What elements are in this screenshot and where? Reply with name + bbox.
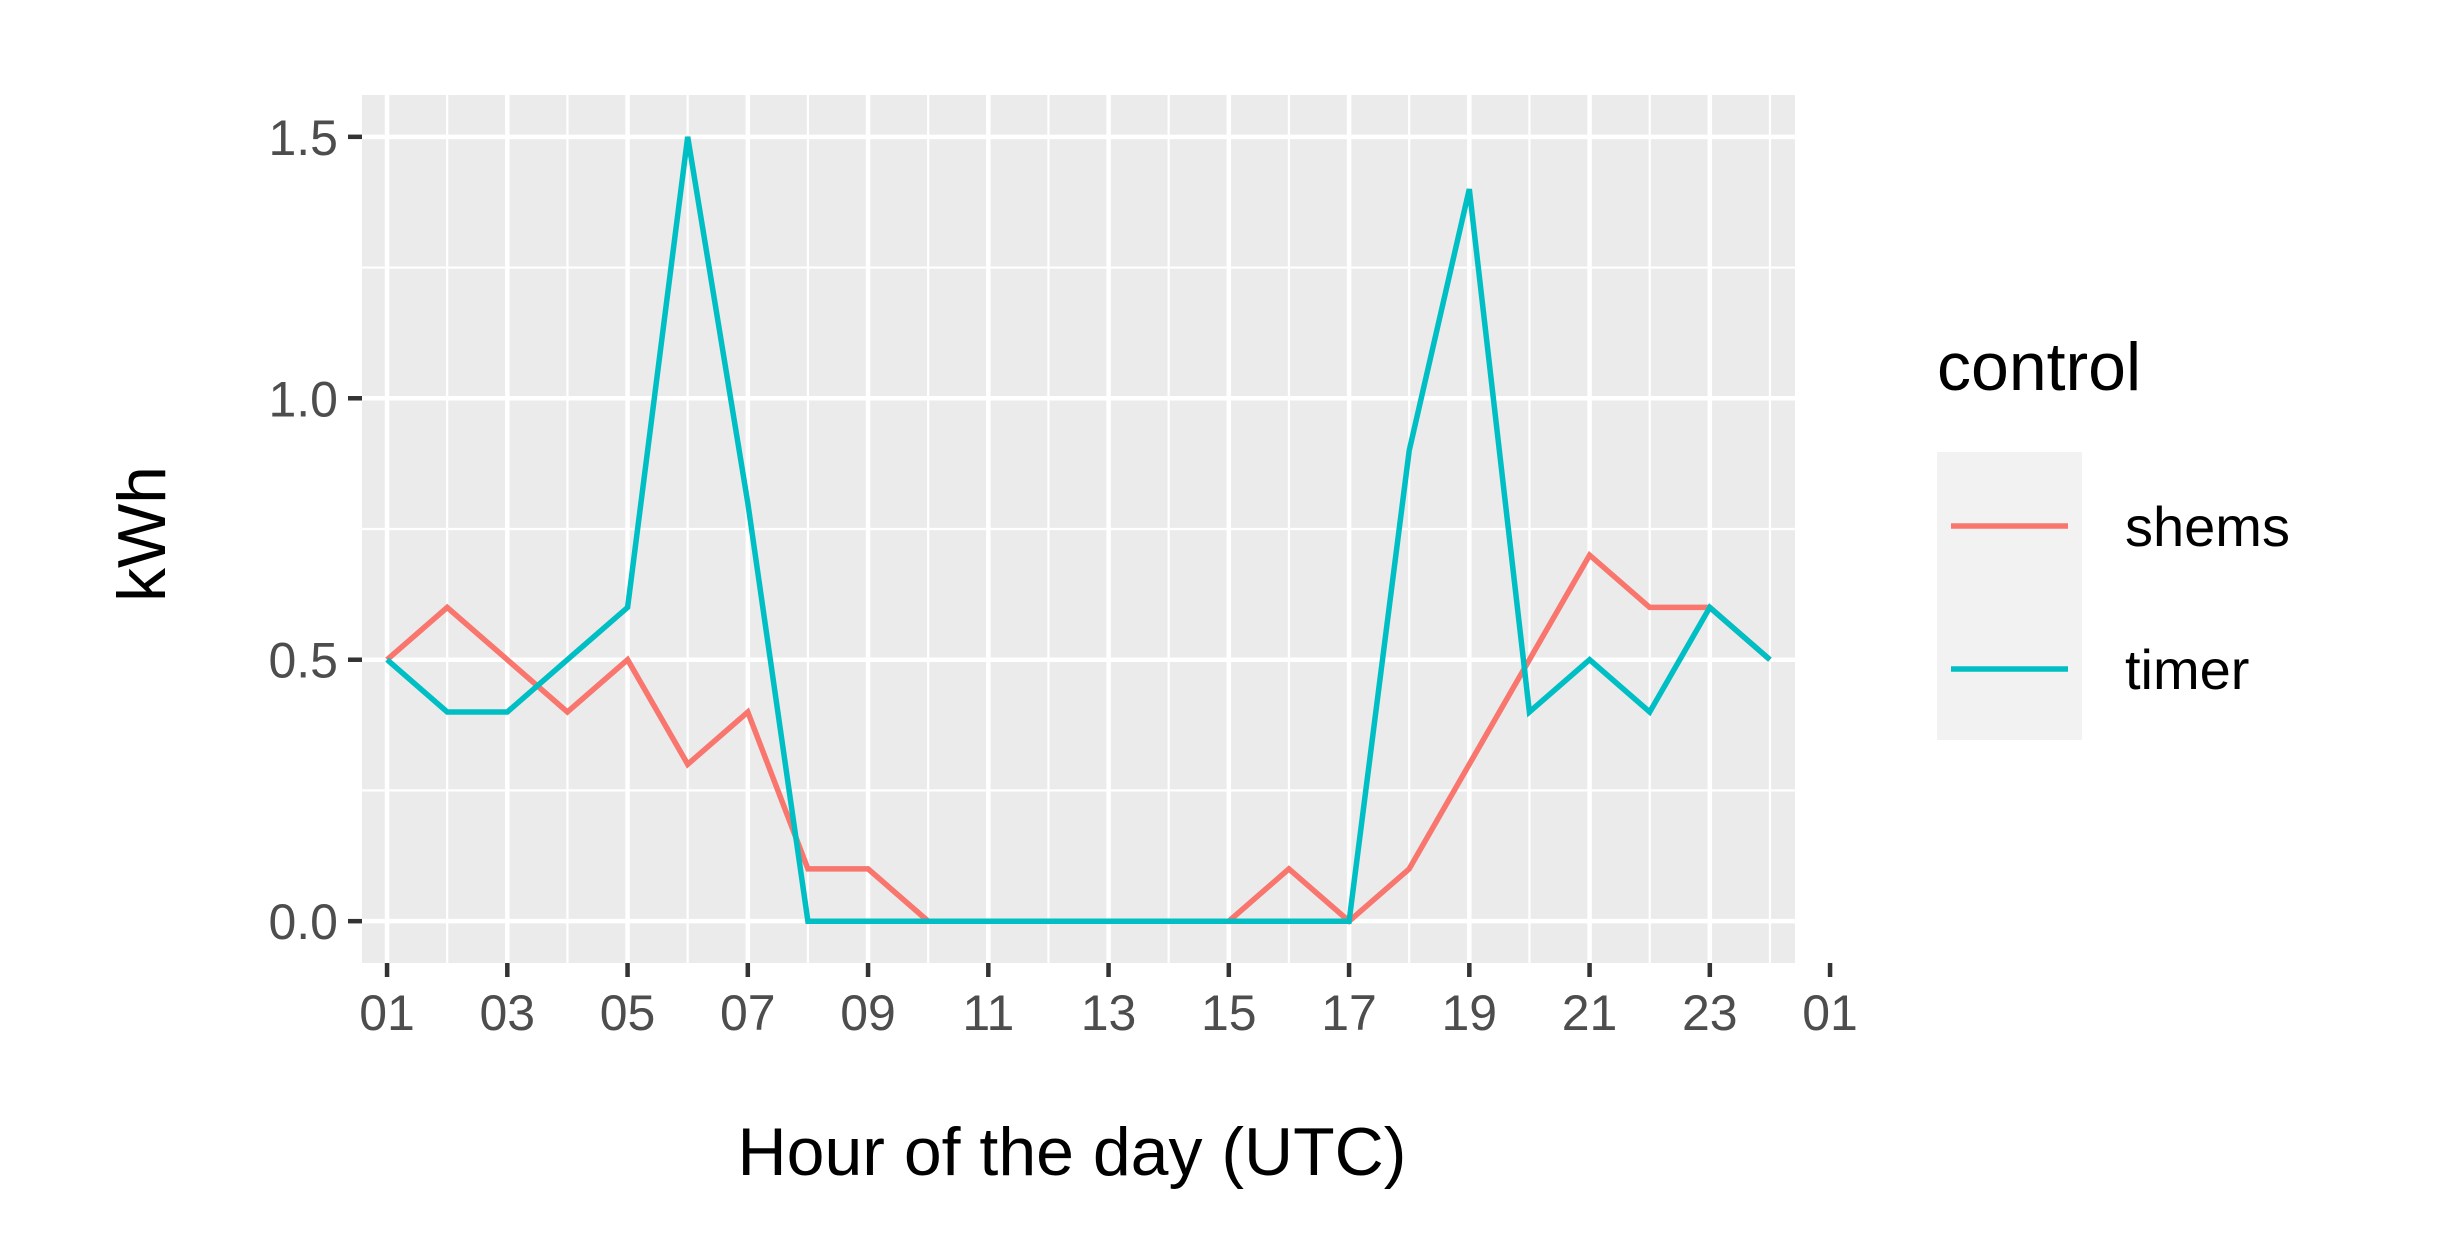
x-tick-label: 03: [479, 985, 535, 1041]
x-tick-label: 05: [600, 985, 656, 1041]
legend-entries: shems timer: [1951, 495, 2290, 701]
y-axis-title: kWh: [104, 466, 180, 602]
major-gridlines: [362, 95, 1833, 963]
series-line-timer: [385, 136, 1772, 924]
x-tick-label: 23: [1682, 985, 1738, 1041]
series-lines: [385, 136, 1772, 925]
x-tick-label: 19: [1442, 985, 1498, 1041]
legend-key-background: [1937, 452, 2082, 740]
legend-label-shems: shems: [2125, 495, 2290, 558]
x-tick-label: 07: [720, 985, 776, 1041]
legend-title: control: [1937, 329, 2141, 405]
x-tick-label: 21: [1562, 985, 1618, 1041]
x-axis-title: Hour of the day (UTC): [738, 1114, 1407, 1190]
x-tick-label: 15: [1201, 985, 1257, 1041]
y-tick-label: 1.0: [268, 371, 338, 427]
x-tick-label: 13: [1081, 985, 1137, 1041]
legend: control shems timer: [1937, 329, 2290, 740]
x-axis: 01 03 05 07 09 11 13 15 17 19 21 23 01: [359, 963, 1858, 1041]
minor-gridlines: [362, 95, 1795, 1053]
x-tick-label: 01: [1802, 985, 1858, 1041]
x-tick-label: 01: [359, 985, 415, 1041]
y-tick-label: 0.5: [268, 633, 338, 689]
y-tick-label: 0.0: [268, 894, 338, 950]
legend-label-timer: timer: [2125, 638, 2249, 701]
x-tick-label: 09: [840, 985, 896, 1041]
x-tick-label: 17: [1321, 985, 1377, 1041]
x-tick-label: 11: [962, 985, 1014, 1041]
y-axis: 0.0 0.5 1.0 1.5: [268, 110, 362, 950]
y-tick-label: 1.5: [268, 110, 338, 166]
